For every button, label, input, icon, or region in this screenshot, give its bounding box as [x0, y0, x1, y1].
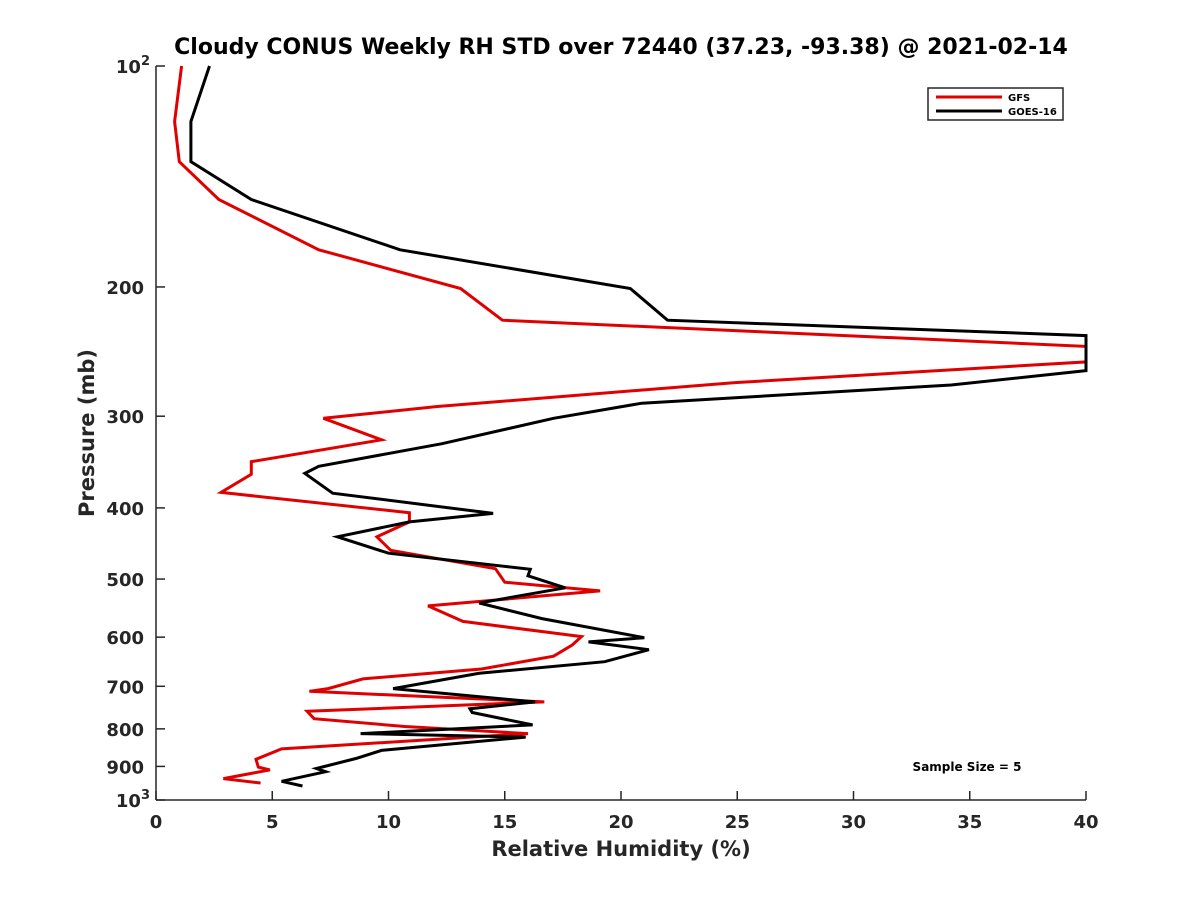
y-tick-label: 200 — [106, 278, 144, 299]
y-tick-label: 500 — [106, 570, 144, 591]
y-tick-label: 400 — [106, 499, 144, 520]
y-axis-ticks: 102 200 300 400 500 600 700 800 900 103 — [106, 54, 165, 812]
y-tick-label: 800 — [106, 720, 144, 741]
x-tick-label: 0 — [150, 812, 163, 833]
y-tick-label: 700 — [106, 677, 144, 698]
sample-size-annotation: Sample Size = 5 — [913, 760, 1022, 774]
chart-title: Cloudy CONUS Weekly RH STD over 72440 (3… — [174, 35, 1068, 60]
x-tick-label: 40 — [1073, 812, 1098, 833]
x-tick-label: 30 — [841, 812, 866, 833]
x-tick-label: 10 — [376, 812, 401, 833]
legend-items: GFS GOES-16 — [936, 93, 1057, 118]
series-line-goes-16 — [189, 65, 1088, 788]
x-axis-label: Relative Humidity (%) — [491, 837, 750, 861]
legend-box — [927, 87, 1064, 121]
y-tick-label: 600 — [106, 628, 144, 649]
legend-label: GOES-16 — [1008, 107, 1057, 118]
legend-label: GFS — [1008, 93, 1030, 104]
y-tick-label: 300 — [106, 407, 144, 428]
y-axis-label: Pressure (mb) — [75, 349, 99, 517]
x-axis-ticks: 0 5 10 15 20 25 30 35 40 — [150, 791, 1099, 833]
y-tick-label: 900 — [106, 757, 144, 778]
x-tick-label: 20 — [608, 812, 633, 833]
x-tick-label: 35 — [957, 812, 982, 833]
legend: GFS GOES-16 — [927, 87, 1064, 121]
plot-lines — [173, 65, 1088, 788]
x-tick-label: 15 — [492, 812, 517, 833]
x-tick-label: 25 — [725, 812, 750, 833]
x-tick-label: 5 — [266, 812, 279, 833]
y-tick-label: 102 — [116, 54, 150, 78]
y-tick-label: 103 — [116, 788, 150, 812]
